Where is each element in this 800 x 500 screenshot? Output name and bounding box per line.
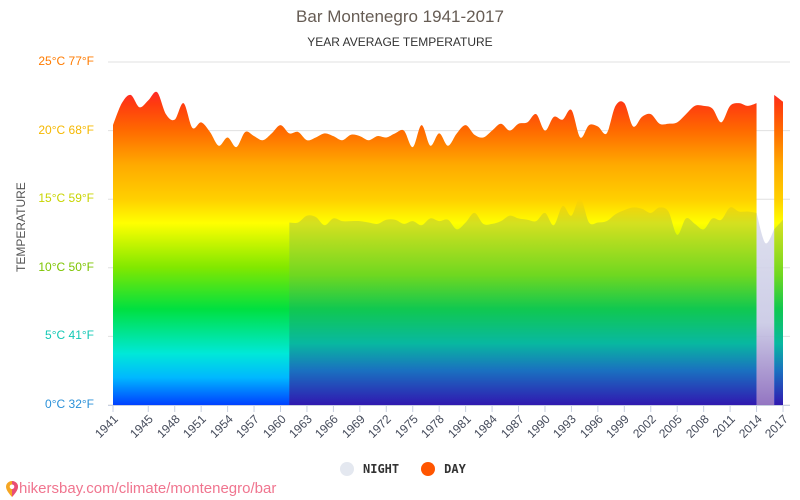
missing-data-area	[756, 212, 775, 405]
source-link[interactable]: hikersbay.com/climate/montenegro/bar	[6, 480, 276, 497]
y-tick-label: 0°C 32°F	[45, 397, 94, 411]
night-area	[289, 197, 783, 405]
chart-subtitle: YEAR AVERAGE TEMPERATURE	[307, 35, 493, 49]
legend-item-night[interactable]: NIGHT	[340, 462, 399, 476]
chart-title: Bar Montenegro 1941-2017	[296, 7, 504, 26]
plot-area	[108, 61, 790, 412]
day-dot-icon	[421, 462, 436, 476]
y-tick-label: 15°C 59°F	[38, 191, 94, 206]
legend: NIGHT DAY	[340, 462, 466, 476]
y-tick-label: 25°C 77°F	[38, 54, 94, 68]
night-dot-icon	[340, 462, 354, 476]
map-pin-icon	[6, 480, 18, 497]
source-url: hikersbay.com/climate/montenegro/bar	[19, 480, 277, 497]
y-tick-label: 5°C 41°F	[45, 328, 94, 343]
y-tick-label: 10°C 50°F	[38, 259, 94, 274]
legend-day-label: DAY	[444, 462, 466, 476]
legend-item-day[interactable]: DAY	[421, 462, 466, 476]
legend-night-label: NIGHT	[363, 462, 400, 476]
y-tick-label: 20°C 68°F	[38, 122, 94, 137]
x-axis-line	[108, 405, 790, 412]
